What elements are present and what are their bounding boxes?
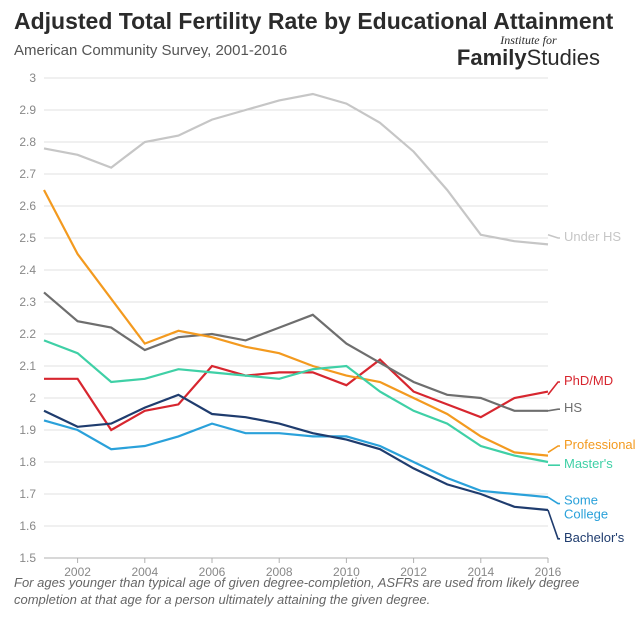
svg-text:1.8: 1.8 <box>19 455 36 469</box>
series-line-under_hs <box>44 94 548 244</box>
series-labels: Under HS PhD/MD HS Professional Master's Some… <box>564 229 636 545</box>
svg-text:2.7: 2.7 <box>19 167 36 181</box>
svg-text:1.5: 1.5 <box>19 551 36 565</box>
svg-text:2.3: 2.3 <box>19 295 36 309</box>
series-label-bachelors: Bachelor's <box>564 530 625 545</box>
svg-text:1.6: 1.6 <box>19 519 36 533</box>
y-axis-ticks: 1.5 1.6 1.7 1.8 1.9 2 2.1 2.2 2.3 2.4 2.5 2.6 2.7 2.8… <box>19 71 36 565</box>
series-label-under_hs: Under HS <box>564 229 621 244</box>
series-label-phd_md: PhD/MD <box>564 373 613 388</box>
series-line-professional <box>44 190 548 456</box>
series-line-bachelors <box>44 395 548 510</box>
line-chart: 1.5 1.6 1.7 1.8 1.9 2 2.1 2.2 2.3 2.4 2.5 2.6 2.7 2.8… <box>0 0 640 619</box>
series-label-hs: HS <box>564 401 582 416</box>
series-label-professional: Professional <box>564 437 636 452</box>
svg-text:2.5: 2.5 <box>19 231 36 245</box>
svg-text:2.8: 2.8 <box>19 135 36 149</box>
svg-text:2.2: 2.2 <box>19 327 36 341</box>
series-label-masters: Master's <box>564 457 613 472</box>
svg-text:2.9: 2.9 <box>19 103 36 117</box>
gridlines <box>44 78 548 558</box>
chart-container: Adjusted Total Fertility Rate by Educati… <box>0 0 640 619</box>
chart-footnote: For ages younger than typical age of giv… <box>14 574 626 609</box>
svg-text:3: 3 <box>29 71 36 85</box>
svg-text:2: 2 <box>29 391 36 405</box>
svg-text:2.4: 2.4 <box>19 263 36 277</box>
svg-text:1.9: 1.9 <box>19 423 36 437</box>
svg-text:2.1: 2.1 <box>19 359 36 373</box>
series-label-some_college: SomeCollege <box>564 493 608 522</box>
series-lines <box>44 94 560 539</box>
svg-text:2.6: 2.6 <box>19 199 36 213</box>
svg-text:1.7: 1.7 <box>19 487 36 501</box>
